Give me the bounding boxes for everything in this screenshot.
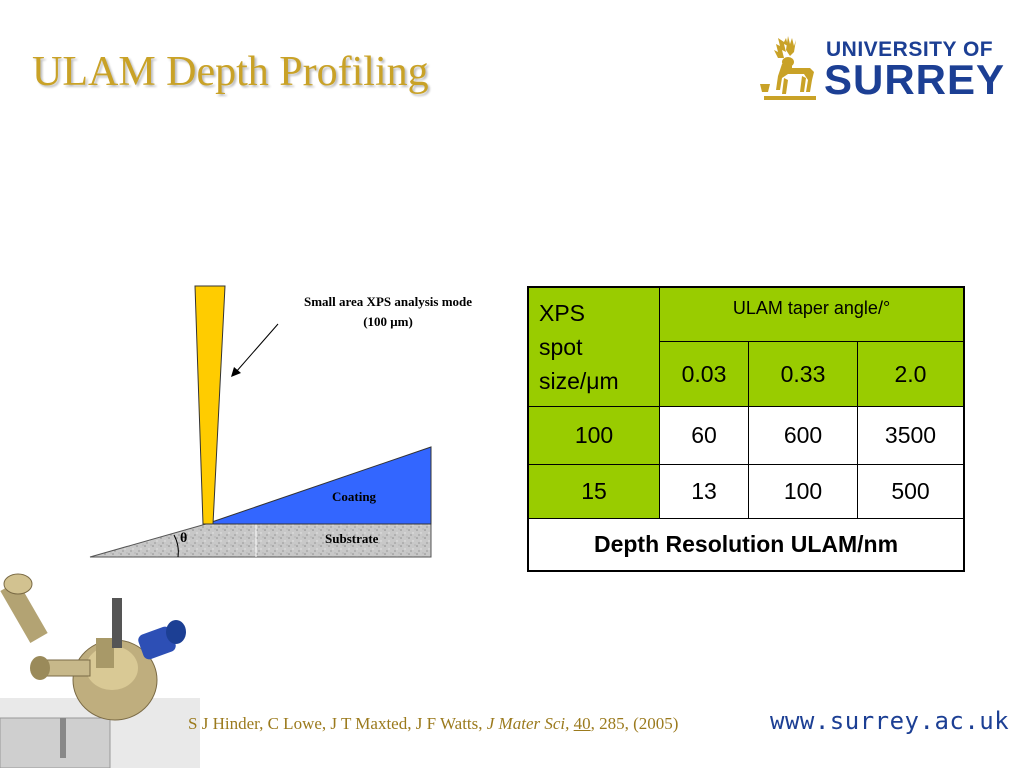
header-taper-angle: ULAM taper angle/°	[659, 286, 965, 342]
header-spot-line2: spot	[539, 334, 583, 360]
value-cell: 60	[659, 406, 749, 465]
xps-beam	[194, 285, 226, 525]
stag-icon	[760, 36, 816, 100]
angle-arc	[173, 534, 179, 558]
depth-resolution-table: XPS spot size/μm ULAM taper angle/° 0.03…	[527, 286, 965, 572]
coating-wedge	[205, 446, 432, 525]
university-logo: UNIVERSITY OF SURREY	[758, 34, 1004, 106]
value-cell: 500	[857, 464, 965, 519]
citation: S J Hinder, C Lowe, J T Maxted, J F Watt…	[188, 714, 678, 734]
citation-journal: J Mater Sci,	[486, 714, 570, 733]
callout-text: Small area XPS analysis mode (100 μm)	[268, 292, 508, 332]
logo-text-line2: SURREY	[824, 56, 1006, 103]
coating-label: Coating	[332, 489, 377, 504]
citation-volume: 40	[573, 714, 591, 733]
logo-text-line1: UNIVERSITY OF	[826, 38, 994, 61]
callout-line1: Small area XPS analysis mode	[303, 294, 473, 309]
value-cell: 600	[748, 406, 858, 465]
citation-rest: , 285, (2005)	[590, 714, 679, 733]
angle-cell: 2.0	[857, 341, 965, 407]
header-spot-line1: XPS	[539, 300, 586, 326]
angle-cell: 0.03	[659, 341, 749, 407]
website-url: www.surrey.ac.uk	[770, 707, 1010, 735]
table-footer: Depth Resolution ULAM/nm	[527, 518, 965, 571]
arrowhead	[231, 367, 241, 377]
xps-instrument-image	[0, 573, 200, 768]
value-cell: 3500	[857, 406, 965, 465]
spot-size-cell: 15	[527, 464, 660, 519]
angle-cell: 0.33	[748, 341, 858, 407]
ulam-taper-diagram	[89, 285, 432, 558]
header-spot-size: XPS spot size/μm	[527, 286, 660, 407]
spot-size-cell: 100	[527, 406, 660, 465]
citation-authors: S J Hinder, C Lowe, J T Maxted, J F Watt…	[188, 714, 487, 733]
substrate-block	[89, 523, 432, 558]
value-cell: 100	[748, 464, 858, 519]
value-cell: 13	[659, 464, 749, 519]
callout-line2: (100 μm)	[363, 314, 413, 329]
callout-arrow	[235, 323, 279, 373]
angle-label: θ	[180, 531, 188, 546]
header-spot-line3: size/μm	[539, 368, 619, 394]
substrate-label: Substrate	[325, 531, 379, 546]
slide-title: ULAM Depth Profiling	[32, 49, 429, 95]
